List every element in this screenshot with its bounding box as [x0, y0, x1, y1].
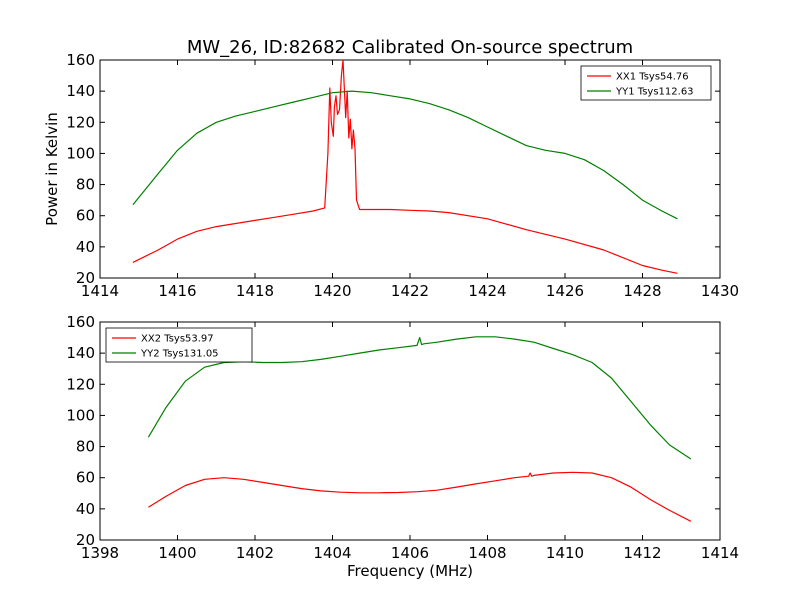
x-tick-label: 1412	[623, 544, 661, 562]
series-line-xx1	[132, 60, 678, 274]
x-tick-label: 1402	[236, 544, 274, 562]
x-tick-label: 1418	[236, 282, 274, 300]
series-line-xx2	[148, 471, 692, 522]
x-tick-label: 1404	[313, 544, 351, 562]
x-tick-label: 1428	[623, 282, 661, 300]
legend: XX2 Tsys53.97 YY2 Tsys131.05	[105, 327, 253, 363]
x-tick-label: 1400	[158, 544, 196, 562]
x-tick-label: 1430	[701, 282, 739, 300]
x-tick-label: 1414	[701, 544, 739, 562]
y-tick-label: 140	[66, 344, 95, 362]
y-tick-label: 160	[66, 313, 95, 331]
legend: XX1 Tsys54.76 YY1 Tsys112.63	[580, 65, 712, 101]
top-spectrum-plot: 1414 1416 1418 1420 1422 1424 1426 1428 1430 20 40…	[43, 51, 739, 300]
y-tick-label: 80	[76, 176, 95, 194]
y-tick-label: 40	[76, 500, 95, 518]
x-tick-label: 1416	[158, 282, 196, 300]
x-tick-label: 1424	[468, 282, 506, 300]
bottom-spectrum-plot: 1398 1400 1402 1404 1406 1408 1410 1412 1414 20 40…	[66, 313, 739, 580]
y-tick-label: 60	[76, 469, 95, 487]
y-tick-label: 120	[66, 375, 95, 393]
y-tick-label: 60	[76, 207, 95, 225]
y-tick-label: 100	[66, 406, 95, 424]
y-tick-label: 120	[66, 113, 95, 131]
x-tick-label: 1408	[468, 544, 506, 562]
y-tick-label: 40	[76, 238, 95, 256]
x-tick-label: 1426	[546, 282, 584, 300]
x-tick-label: 1414	[81, 282, 119, 300]
series-line-yy1	[132, 90, 678, 220]
x-tick-label: 1422	[391, 282, 429, 300]
legend-entry: XX1 Tsys54.76	[616, 72, 689, 83]
legend-entry: YY2 Tsys131.05	[140, 349, 219, 360]
y-tick-label: 140	[66, 82, 95, 100]
legend-entry: YY1 Tsys112.63	[615, 87, 694, 98]
y-axis-label: Power in Kelvin	[43, 112, 61, 226]
x-tick-label: 1406	[391, 544, 429, 562]
legend-box	[105, 327, 253, 363]
x-tick-label: 1410	[546, 544, 584, 562]
legend-entry: XX2 Tsys53.97	[141, 334, 214, 345]
y-tick-label: 80	[76, 438, 95, 456]
x-axis-label: Frequency (MHz)	[347, 562, 473, 580]
y-tick-label: 100	[66, 144, 95, 162]
y-tick-label: 20	[76, 269, 95, 287]
x-tick-label: 1420	[313, 282, 351, 300]
legend-box	[580, 65, 712, 101]
y-tick-label: 160	[66, 51, 95, 69]
y-tick-label: 20	[76, 531, 95, 549]
x-tick-label: 1398	[81, 544, 119, 562]
figure-title: MW_26, ID:82682 Calibrated On-source spe…	[187, 37, 633, 58]
